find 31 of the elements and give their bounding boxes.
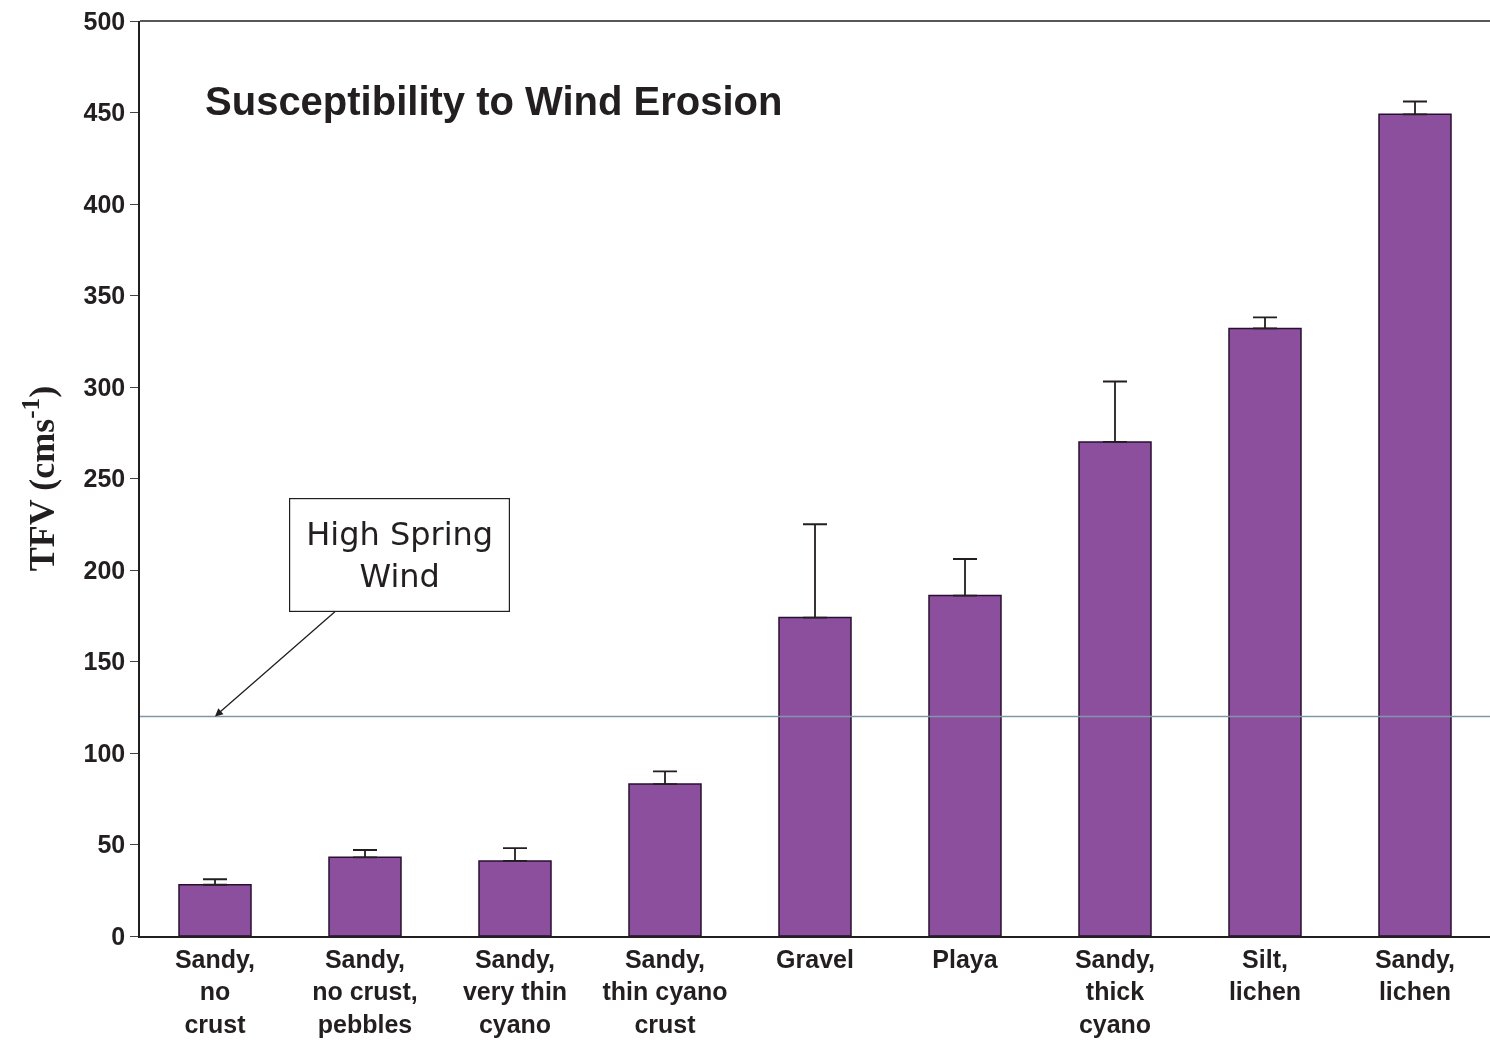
- x-tick-label: Sandy, very thin cyano: [462, 944, 568, 1038]
- x-tick-label: Gravel: [776, 944, 854, 973]
- text: Susceptibility to Wind Erosion: [205, 78, 783, 123]
- y-tick-label: 500: [83, 6, 126, 35]
- y-tick-label: 300: [83, 372, 126, 401]
- x-tick-label: Silt, lichen: [1228, 944, 1302, 1006]
- bar: [478, 860, 552, 936]
- y-tick-label: 0: [111, 921, 126, 950]
- y-tick-label: 200: [83, 555, 126, 584]
- y-tick-label: 50: [97, 830, 126, 859]
- bar: [1228, 327, 1302, 936]
- bar: [928, 594, 1002, 936]
- y-tick-label: 350: [83, 281, 126, 310]
- x-tick-label: Playa: [932, 944, 999, 973]
- x-tick-label: Sandy, thick cyano: [1074, 944, 1156, 1038]
- y-tick-label: 450: [83, 98, 126, 127]
- x-tick-label: Sandy, no crust, pebbles: [312, 944, 418, 1038]
- bar: [1378, 113, 1452, 936]
- bar: [328, 856, 402, 936]
- x-tick-label: Sandy, no crust: [174, 944, 256, 1038]
- bar: [1078, 441, 1152, 936]
- bar: [778, 616, 852, 936]
- y-tick-label: 100: [83, 738, 126, 767]
- x-tick-label: Sandy, thin cyano crust: [602, 944, 728, 1038]
- annotation: High Spring Wind: [306, 515, 494, 595]
- y-tick-label: 250: [83, 464, 126, 493]
- x-tick-label: Sandy, lichen: [1374, 944, 1456, 1006]
- bar: [628, 783, 702, 936]
- bar: [178, 884, 252, 936]
- y-tick-label: 400: [83, 189, 126, 218]
- y-tick-label: 150: [83, 647, 126, 676]
